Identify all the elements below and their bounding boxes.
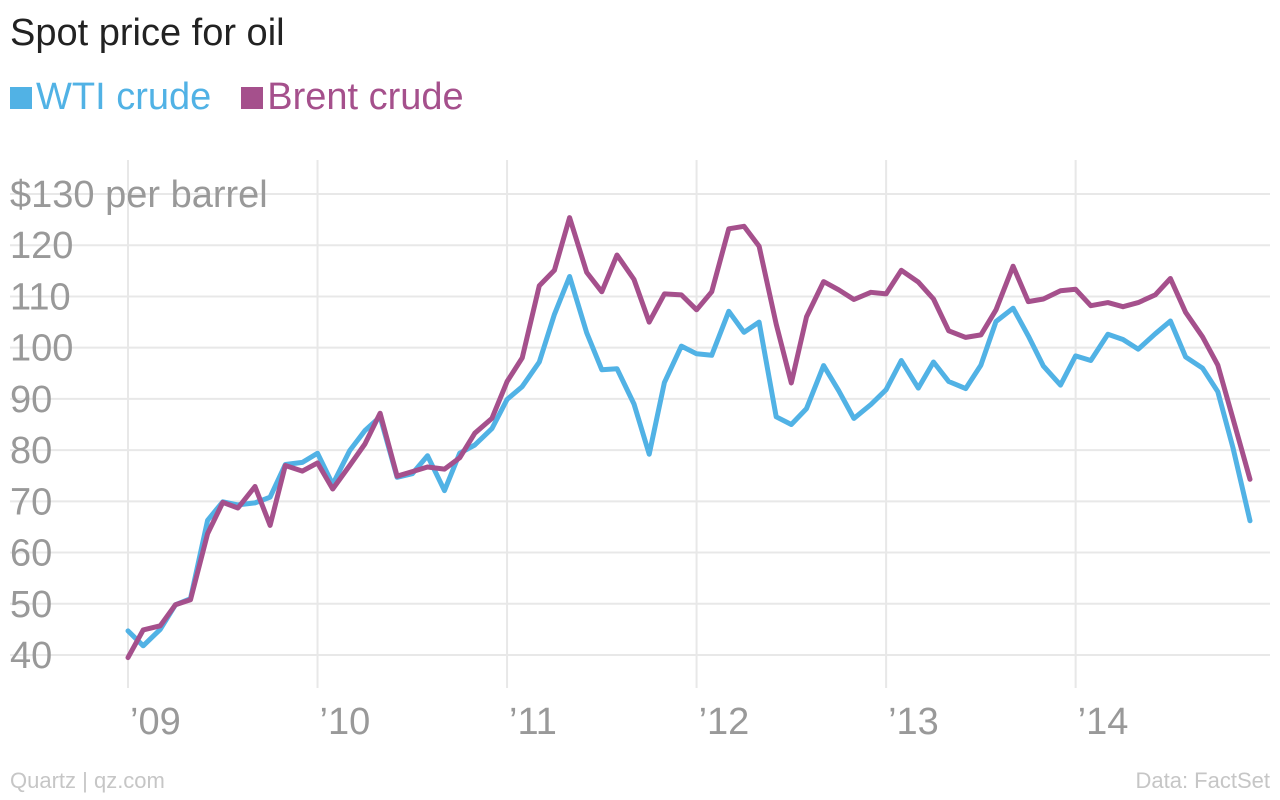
- x-tick-label-2014: ’14: [1078, 701, 1129, 743]
- y-tick-label-40: 40: [10, 635, 52, 677]
- legend-label-brent: Brent crude: [267, 76, 464, 118]
- y-tick-label-90: 90: [10, 379, 52, 421]
- y-tick-label-50: 50: [10, 584, 52, 626]
- series-line-brent: [125, 215, 1253, 661]
- legend-swatch-brent: [241, 86, 264, 109]
- y-tick-label-120: 120: [10, 225, 73, 267]
- series-line-wti: [125, 274, 1253, 649]
- x-tick-label-2010: ’10: [320, 701, 371, 743]
- y-axis-label: $130 per barrel: [10, 174, 268, 216]
- legend-swatch-wti: [10, 86, 32, 109]
- x-tick-label-2009: ’09: [130, 701, 181, 743]
- y-tick-label-110: 110: [10, 276, 71, 318]
- grid-lines: [10, 160, 1270, 688]
- y-tick-label-60: 60: [10, 533, 52, 575]
- legend-item-brent: Brent crude: [241, 76, 464, 119]
- chart-title: Spot price for oil: [10, 12, 285, 54]
- legend: WTI crude Brent crude: [10, 76, 494, 119]
- x-tick-label-2011: ’11: [509, 701, 557, 743]
- data-source: Data: FactSet: [1135, 768, 1270, 793]
- legend-item-wti: WTI crude: [10, 76, 211, 119]
- y-tick-label-100: 100: [10, 328, 73, 370]
- x-tick-label-2012: ’12: [699, 701, 750, 743]
- x-axis: ’09 ’10 ’11 ’12 ’13 ’14: [130, 701, 1128, 743]
- series-lines: [125, 215, 1253, 661]
- y-tick-label-70: 70: [10, 481, 52, 523]
- source-credit: Quartz | qz.com: [10, 768, 165, 793]
- y-axis: $130 per barrel 120 110 100 90 80 70 60 50 40: [10, 174, 268, 677]
- legend-label-wti: WTI crude: [36, 76, 212, 118]
- x-tick-label-2013: ’13: [888, 701, 939, 743]
- y-tick-label-80: 80: [10, 430, 52, 472]
